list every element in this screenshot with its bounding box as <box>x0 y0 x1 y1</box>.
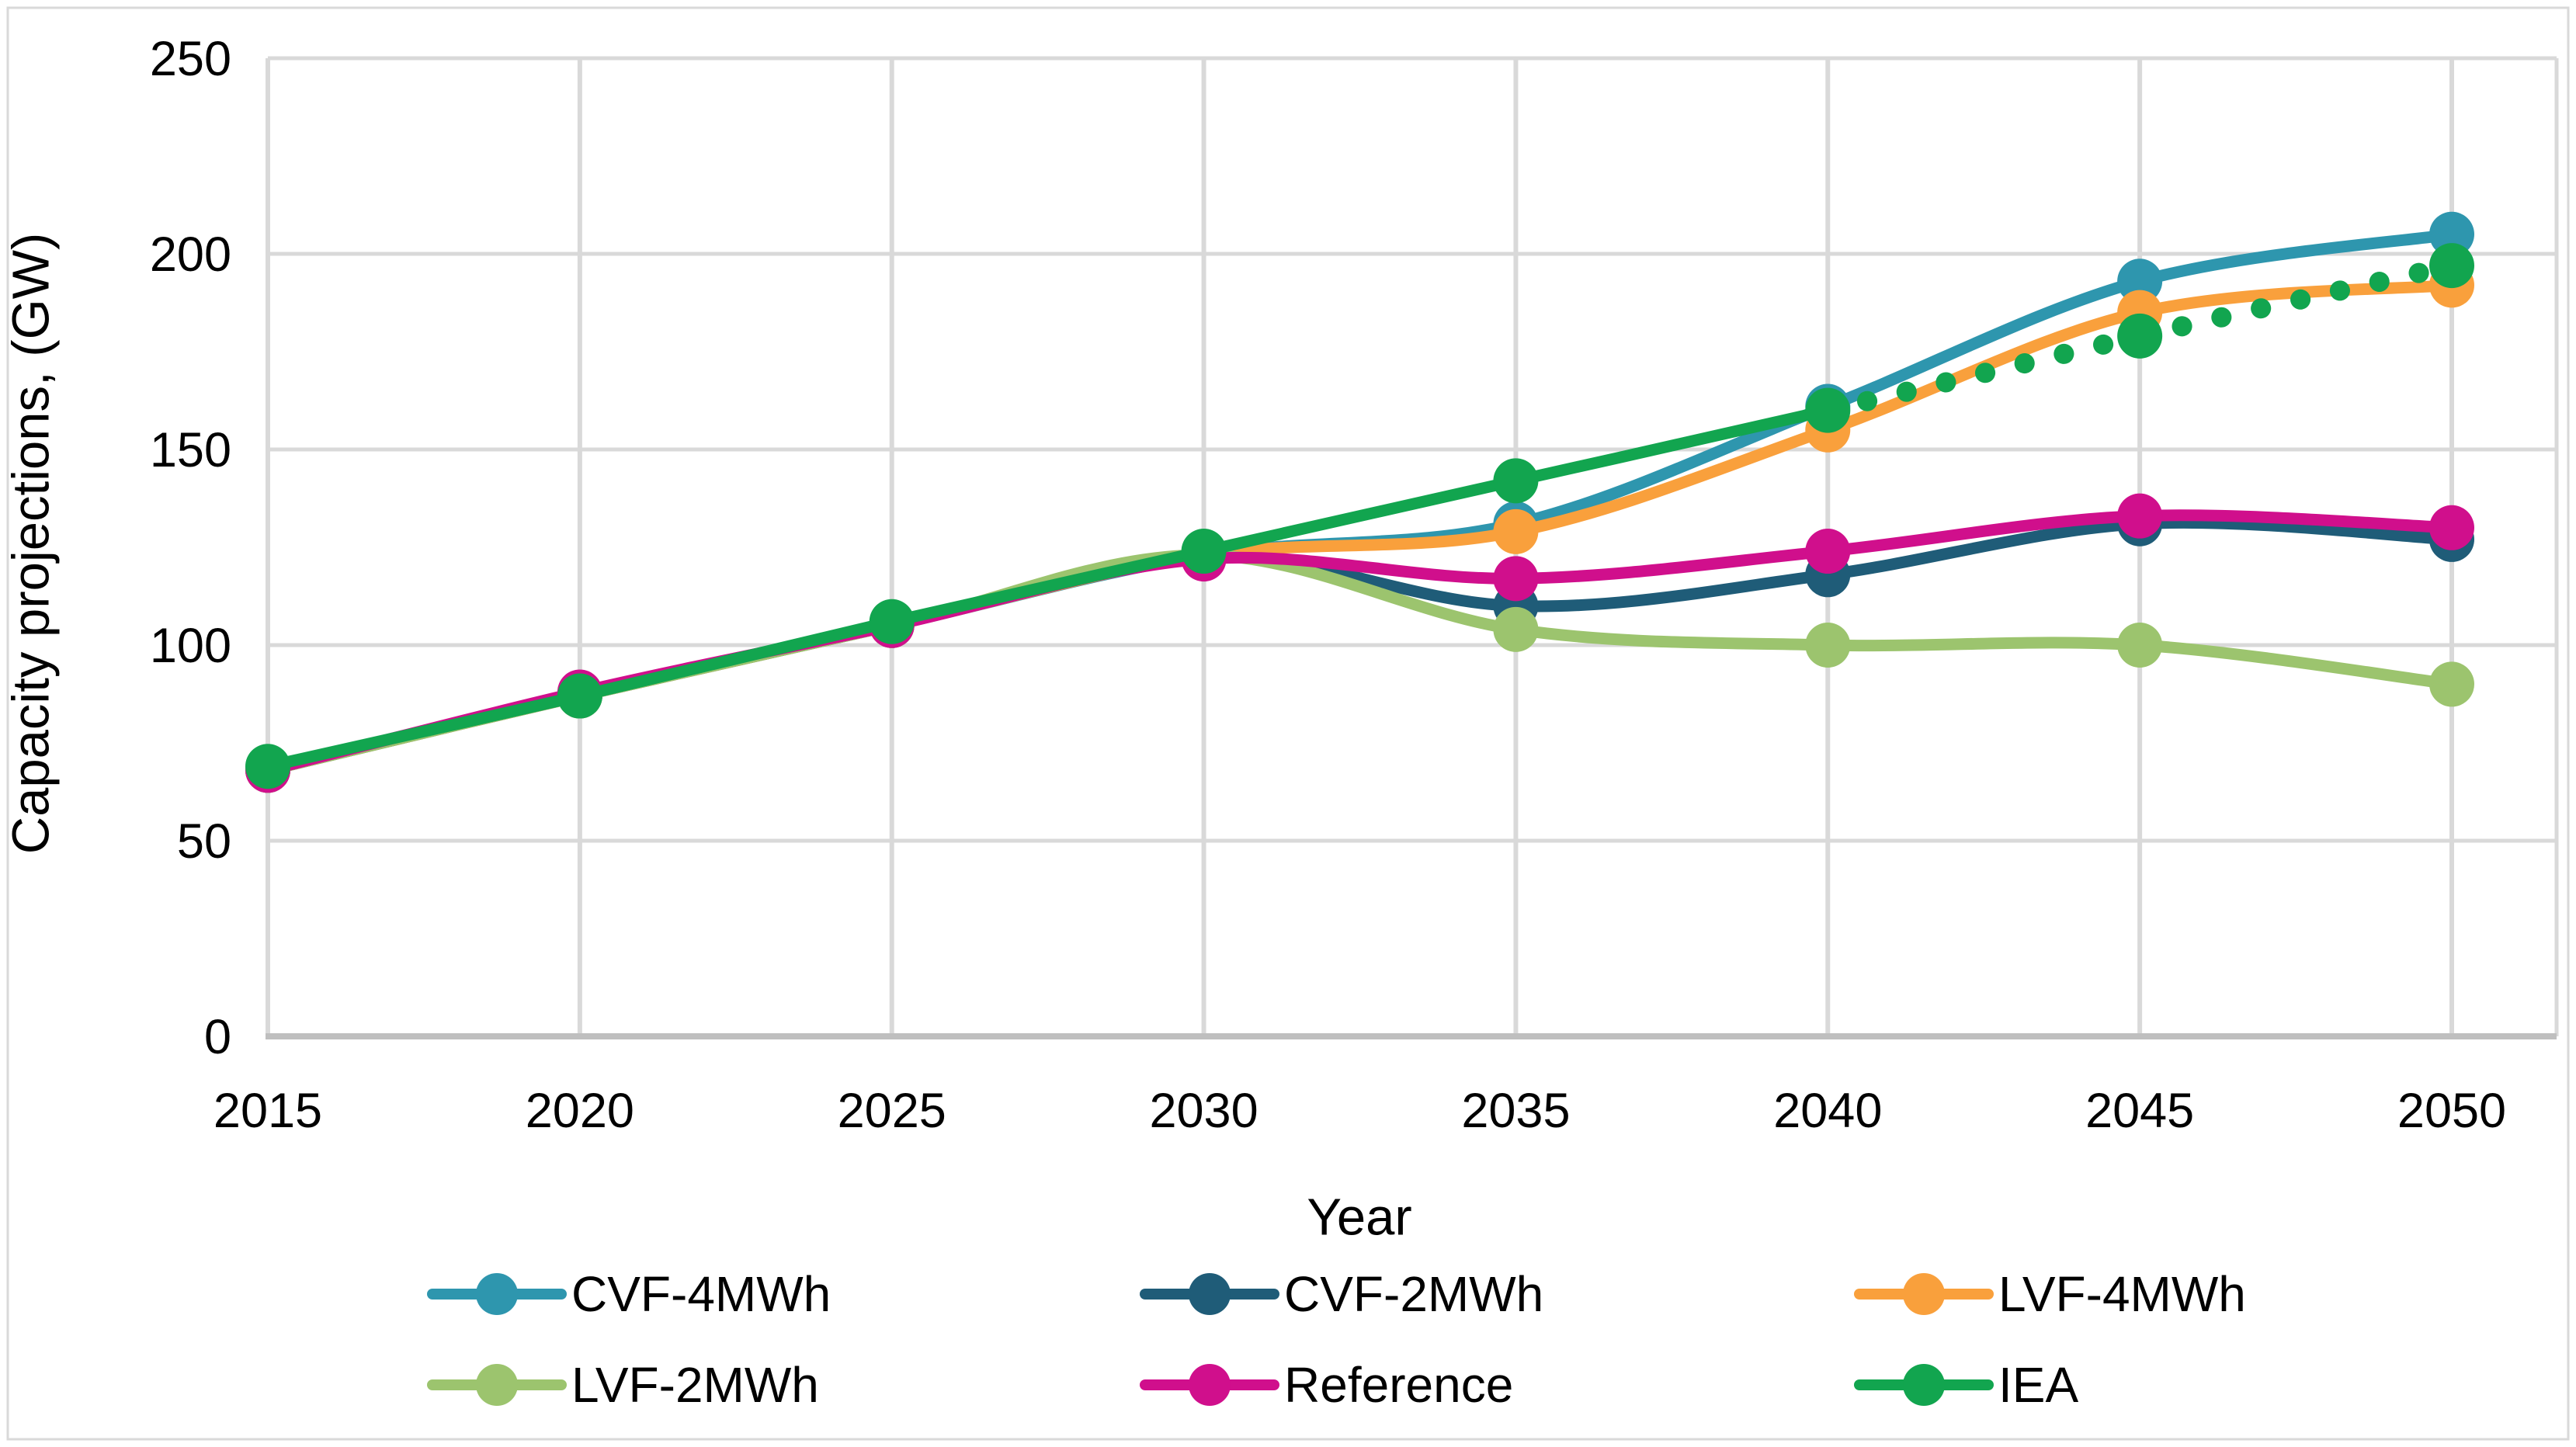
x-tick-label: 2015 <box>214 1084 322 1138</box>
legend-item-cvf-4mwh: CVF-4MWh <box>427 1265 831 1323</box>
x-tick-label: 2020 <box>526 1084 634 1138</box>
legend-item-lvf-2mwh: LVF-2MWh <box>427 1356 819 1414</box>
data-point-iea-2015 <box>245 744 290 789</box>
legend-marker-lvf-2mwh <box>427 1364 567 1406</box>
legend-circle-swatch <box>476 1364 518 1406</box>
x-axis-title: Year <box>1307 1188 1412 1247</box>
x-tick-label: 2050 <box>2397 1084 2506 1138</box>
legend-circle-swatch <box>1189 1273 1231 1315</box>
legend-label-lvf-4mwh: LVF-4MWh <box>1998 1266 2246 1322</box>
data-point-iea-2045 <box>2117 313 2163 359</box>
data-point-lvf-2mwh-2035 <box>1493 606 1539 652</box>
x-tick-label: 2045 <box>2085 1084 2194 1138</box>
data-point-iea-2035 <box>1493 458 1539 504</box>
legend-marker-iea <box>1854 1364 1994 1406</box>
legend-circle-swatch <box>1903 1364 1945 1406</box>
legend-circle-swatch <box>476 1273 518 1315</box>
data-point-lvf-2mwh-2050 <box>2429 661 2474 707</box>
y-tick-label: 150 <box>150 423 231 477</box>
x-tick-label: 2040 <box>1773 1084 1882 1138</box>
y-tick-label: 250 <box>150 32 231 86</box>
data-point-iea-2050 <box>2429 243 2474 289</box>
legend-marker-lvf-4mwh <box>1854 1273 1994 1315</box>
data-point-iea-2025 <box>869 599 915 644</box>
y-axis-title: Capacity projections, (GW) <box>2 232 61 855</box>
x-tick-label: 2030 <box>1149 1084 1258 1138</box>
x-tick-label: 2025 <box>838 1084 946 1138</box>
data-point-lvf-2mwh-2045 <box>2117 623 2163 668</box>
x-tick-label: 2035 <box>1461 1084 1570 1138</box>
data-point-reference-2050 <box>2429 505 2474 550</box>
legend-marker-cvf-4mwh <box>427 1273 567 1315</box>
legend-item-lvf-4mwh: LVF-4MWh <box>1854 1265 2246 1323</box>
legend-label-lvf-2mwh: LVF-2MWh <box>571 1357 819 1413</box>
legend-marker-reference <box>1140 1364 1279 1406</box>
data-point-lvf-2mwh-2040 <box>1805 623 1851 668</box>
legend-label-reference: Reference <box>1284 1357 1514 1413</box>
series-line-lvf-2mwh <box>262 549 2458 776</box>
data-point-cvf-4mwh-2050 <box>2429 211 2474 257</box>
data-point-reference-2035 <box>1493 556 1539 602</box>
legend-item-iea: IEA <box>1854 1356 2078 1414</box>
legend-item-cvf-2mwh: CVF-2MWh <box>1140 1265 1543 1323</box>
figure-border <box>6 6 2570 1441</box>
legend-label-cvf-2mwh: CVF-2MWh <box>1284 1266 1544 1322</box>
legend-marker-cvf-2mwh <box>1140 1273 1279 1315</box>
data-point-iea-2030 <box>1181 529 1227 574</box>
series-line-iea <box>262 404 1834 772</box>
y-tick-label: 200 <box>150 227 231 282</box>
data-point-iea-2040 <box>1805 387 1851 433</box>
data-point-reference-2045 <box>2117 493 2163 539</box>
data-point-reference-2040 <box>1805 529 1851 574</box>
legend-label-iea: IEA <box>1998 1357 2079 1413</box>
data-point-lvf-4mwh-2035 <box>1493 508 1539 554</box>
legend-item-reference: Reference <box>1140 1356 1513 1414</box>
legend-circle-swatch <box>1903 1273 1945 1315</box>
legend-circle-swatch <box>1189 1364 1231 1406</box>
y-tick-label: 100 <box>150 619 231 673</box>
y-tick-label: 0 <box>204 1010 231 1064</box>
data-point-iea-2020 <box>557 673 602 719</box>
data-point-cvf-4mwh-2045 <box>2117 259 2163 304</box>
y-tick-label: 50 <box>177 814 231 869</box>
legend-label-cvf-4mwh: CVF-4MWh <box>571 1266 831 1322</box>
